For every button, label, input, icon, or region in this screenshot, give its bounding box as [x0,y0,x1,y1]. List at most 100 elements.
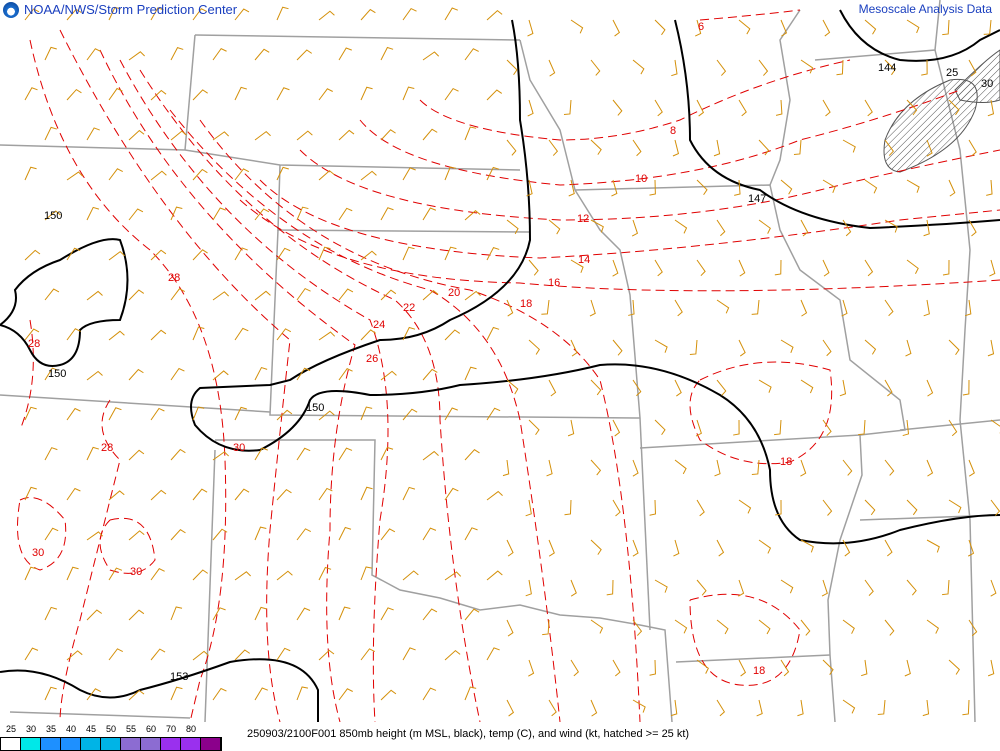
wind-barb [361,487,373,500]
colorbar-swatch [101,738,121,750]
wind-barb [858,420,865,435]
wind-barb [923,700,929,716]
wind-barb [717,300,729,313]
wind-barb [339,369,353,380]
colorbar-swatch [41,738,61,750]
wind-barb [865,20,876,34]
wind-barb [988,340,994,356]
wind-barb [526,500,532,516]
wind-barb [423,688,436,700]
wind-barb [67,567,79,580]
wind-barb [759,380,771,393]
wind-barb [213,132,229,140]
wind-barb [235,328,248,340]
wind-barb [781,660,789,676]
wind-barb [739,20,750,34]
temp-label: 28 [168,272,180,284]
wind-barb [673,140,678,156]
wind-barb [339,130,354,140]
wind-barb [171,289,185,300]
wind-barb [171,48,183,60]
wind-barb [403,648,416,660]
wind-barb [129,290,144,300]
temp-label: 30 [233,442,245,454]
wind-barb [655,340,667,353]
colorbar-label: 35 [46,724,66,734]
wind-barb [865,180,877,193]
wind-barb [823,180,835,193]
wind-barb [943,260,949,275]
wind-barb [528,660,533,676]
wind-barb [885,540,892,556]
wind-barb [675,380,681,396]
wind-barb [885,300,893,316]
wind-barb [381,608,394,620]
wind-barb [109,169,123,180]
wind-barb [487,648,500,660]
wind-barb [235,489,249,500]
wind-barb [319,650,334,660]
wind-barb [843,620,854,634]
wind-barb [297,529,311,540]
wind-barb [255,49,269,60]
wind-barb [361,407,372,420]
wind-barb [715,460,721,476]
wind-barb [25,88,38,100]
wind-barb [591,140,601,155]
wind-barb [213,208,226,220]
wind-barb [507,540,513,556]
wind-barb [949,420,957,436]
wind-barb [878,700,885,714]
wind-barb [235,572,251,580]
wind-barb [67,651,82,660]
wind-barb [757,700,763,716]
wind-barb [632,220,637,236]
wind-barb [381,290,396,300]
wind-barb [423,369,437,380]
wind-barb [193,570,208,580]
height-label: 150 [306,402,324,414]
wind-barb [445,572,461,580]
footer: 25 30 35 40 45 50 55 60 70 80 250903/210… [0,722,1000,750]
colorbar-swatch [61,738,81,750]
wind-barb [235,650,250,660]
wind-barb [507,620,513,636]
wind-barb [213,689,226,700]
wind-barb [843,140,855,152]
wind-barb [193,327,204,340]
wind-barb [988,660,994,676]
temp-label: 14 [578,254,590,266]
wind-barb [129,209,143,220]
wind-barb [151,408,164,420]
wind-barb [403,487,415,500]
wind-barb [87,447,99,460]
wind-barb [885,460,894,475]
wind-barb [633,60,644,74]
wind-barb [991,500,999,516]
wind-barb [655,100,662,116]
wind-barb [45,127,57,140]
wind-barb [633,140,641,156]
wind-barb [739,660,745,676]
temp-label: 30 [32,547,44,559]
colorbar-label: 30 [26,724,46,734]
wind-barb [527,20,532,36]
wind-barb [697,580,706,595]
wind-barb [650,500,656,515]
wind-barb [151,330,166,340]
wind-barb [381,690,396,700]
wind-barb [671,60,677,76]
temp-label: 8 [670,125,676,137]
wind-barb [109,252,125,260]
wind-barb [675,620,687,633]
wind-barb [361,87,373,100]
height-label: 147 [748,193,766,205]
wind-barb [675,220,687,233]
wind-barb [905,660,911,676]
wind-barb [549,700,556,716]
wind-barb [549,140,557,156]
wind-barb [675,300,682,316]
wind-label: 30 [981,78,993,90]
wind-barb [752,460,759,474]
